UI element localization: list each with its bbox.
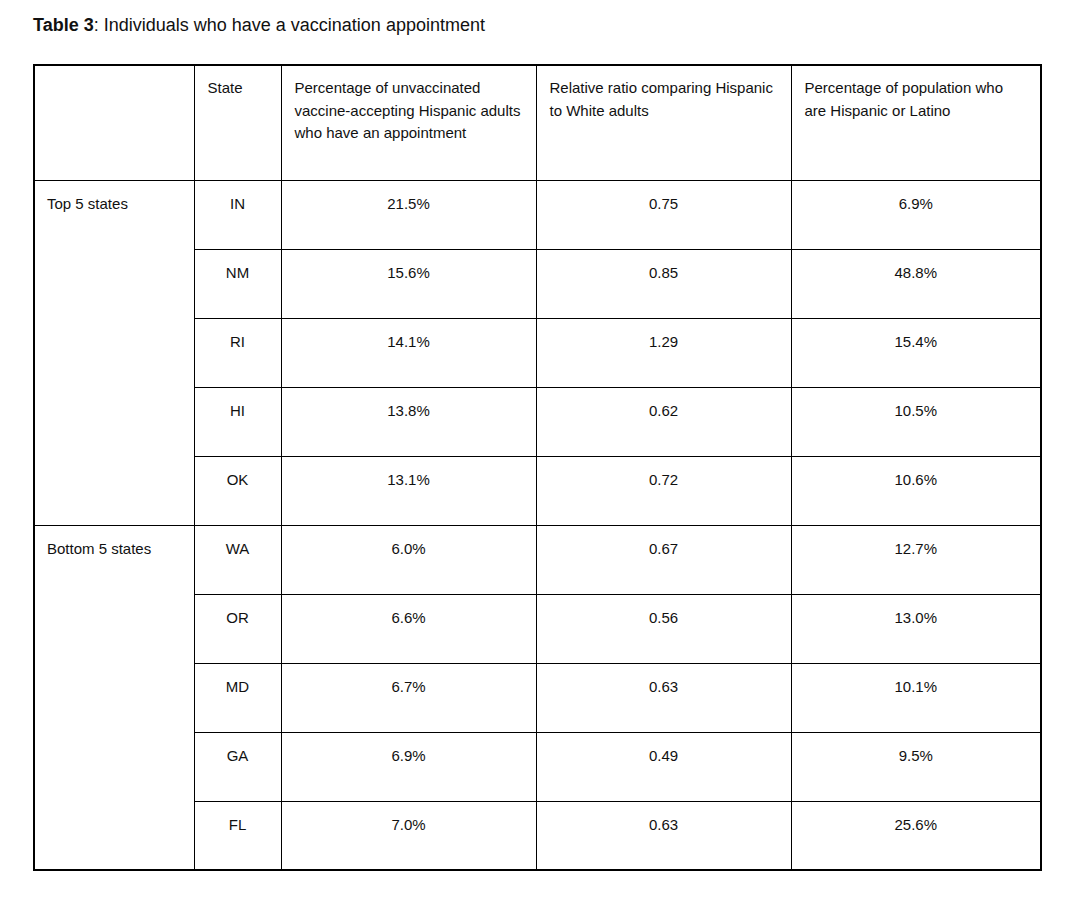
state-cell: HI (194, 387, 281, 456)
pct-hispanic-cell: 13.0% (791, 594, 1041, 663)
header-pct-appointment: Percentage of unvaccinated vaccine-accep… (281, 65, 536, 180)
pct-appointment-cell: 21.5% (281, 180, 536, 249)
state-cell: OR (194, 594, 281, 663)
pct-hispanic-cell: 12.7% (791, 525, 1041, 594)
relative-ratio-cell: 0.75 (536, 180, 791, 249)
pct-hispanic-cell: 15.4% (791, 318, 1041, 387)
table-title: Table 3: Individuals who have a vaccinat… (33, 15, 485, 36)
relative-ratio-cell: 0.63 (536, 801, 791, 870)
relative-ratio-cell: 0.85 (536, 249, 791, 318)
state-cell: RI (194, 318, 281, 387)
header-state: State (194, 65, 281, 180)
row-group-label: Bottom 5 states (34, 525, 194, 870)
pct-hispanic-cell: 10.6% (791, 456, 1041, 525)
relative-ratio-cell: 0.67 (536, 525, 791, 594)
pct-appointment-cell: 15.6% (281, 249, 536, 318)
pct-hispanic-cell: 6.9% (791, 180, 1041, 249)
table-title-caption: : Individuals who have a vaccination app… (94, 15, 485, 35)
relative-ratio-cell: 0.62 (536, 387, 791, 456)
pct-hispanic-cell: 10.1% (791, 663, 1041, 732)
header-empty (34, 65, 194, 180)
state-cell: IN (194, 180, 281, 249)
state-cell: MD (194, 663, 281, 732)
pct-appointment-cell: 6.7% (281, 663, 536, 732)
header-row: State Percentage of unvaccinated vaccine… (34, 65, 1041, 180)
relative-ratio-cell: 0.63 (536, 663, 791, 732)
pct-appointment-cell: 6.9% (281, 732, 536, 801)
table-row: Bottom 5 statesWA6.0%0.6712.7% (34, 525, 1041, 594)
table-row: Top 5 statesIN21.5%0.756.9% (34, 180, 1041, 249)
relative-ratio-cell: 0.56 (536, 594, 791, 663)
state-cell: WA (194, 525, 281, 594)
pct-appointment-cell: 13.1% (281, 456, 536, 525)
header-pct-hispanic-population: Percentage of population who are Hispani… (791, 65, 1041, 180)
row-group-label: Top 5 states (34, 180, 194, 525)
pct-appointment-cell: 6.0% (281, 525, 536, 594)
pct-appointment-cell: 13.8% (281, 387, 536, 456)
state-cell: FL (194, 801, 281, 870)
pct-appointment-cell: 6.6% (281, 594, 536, 663)
relative-ratio-cell: 1.29 (536, 318, 791, 387)
state-cell: OK (194, 456, 281, 525)
pct-hispanic-cell: 48.8% (791, 249, 1041, 318)
state-cell: NM (194, 249, 281, 318)
table-title-label: Table 3 (33, 15, 94, 35)
vaccination-appointment-table: State Percentage of unvaccinated vaccine… (33, 64, 1042, 871)
relative-ratio-cell: 0.72 (536, 456, 791, 525)
relative-ratio-cell: 0.49 (536, 732, 791, 801)
pct-hispanic-cell: 25.6% (791, 801, 1041, 870)
pct-hispanic-cell: 9.5% (791, 732, 1041, 801)
page: Table 3: Individuals who have a vaccinat… (0, 0, 1072, 900)
pct-hispanic-cell: 10.5% (791, 387, 1041, 456)
header-relative-ratio: Relative ratio comparing Hispanic to Whi… (536, 65, 791, 180)
state-cell: GA (194, 732, 281, 801)
pct-appointment-cell: 7.0% (281, 801, 536, 870)
pct-appointment-cell: 14.1% (281, 318, 536, 387)
